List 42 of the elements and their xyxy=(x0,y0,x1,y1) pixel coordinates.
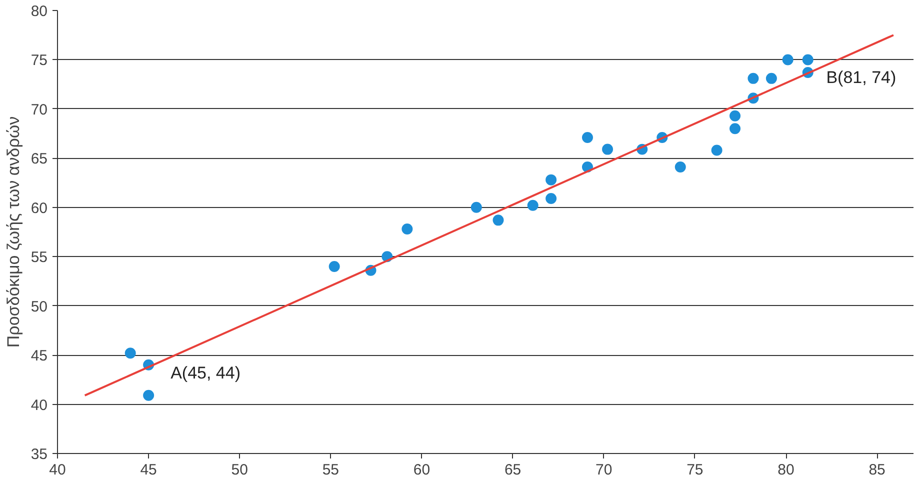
point xyxy=(674,162,686,173)
x-tick-label: 65 xyxy=(504,462,522,477)
annotation: B(81, 74) xyxy=(826,68,896,88)
point xyxy=(730,123,741,134)
point xyxy=(470,202,482,213)
y-tick-label: 80 xyxy=(30,3,48,20)
y-tick-label: 55 xyxy=(30,249,48,266)
y-tick-label: 45 xyxy=(30,348,48,365)
point xyxy=(546,174,557,186)
point xyxy=(730,110,741,122)
point xyxy=(124,348,136,359)
y-tick-label: 60 xyxy=(30,200,48,217)
x-tick-label: 85 xyxy=(868,462,886,477)
point xyxy=(766,72,777,84)
y-tick-label: 35 xyxy=(30,446,48,463)
point xyxy=(328,260,340,272)
y-axis-title: Προσδόκιμο ζωής των ανδρών xyxy=(4,116,23,348)
point xyxy=(582,132,593,143)
point xyxy=(143,390,154,401)
point xyxy=(602,144,614,155)
point xyxy=(802,54,814,66)
y-tick-label: 70 xyxy=(30,101,48,118)
point xyxy=(492,214,504,226)
point xyxy=(711,144,722,156)
x-tick-label: 50 xyxy=(231,462,248,477)
x-tick-label: 80 xyxy=(778,462,794,477)
y-tick-label: 50 xyxy=(30,298,48,316)
x-tick-label: 45 xyxy=(140,462,157,477)
x-tick-label: 70 xyxy=(596,462,612,477)
annotation: A(45, 44) xyxy=(170,363,240,382)
point xyxy=(402,224,413,235)
x-tick-label: 40 xyxy=(49,462,66,477)
y-tick-label: 40 xyxy=(30,396,48,414)
point xyxy=(782,54,794,66)
point xyxy=(748,72,759,84)
x-tick-label: 55 xyxy=(322,462,340,477)
point xyxy=(527,200,538,211)
y-tick-label: 65 xyxy=(30,150,48,168)
y-tick-label: 75 xyxy=(30,52,48,70)
x-tick-label: 60 xyxy=(413,462,430,477)
x-tick-label: 75 xyxy=(686,462,704,477)
point xyxy=(546,193,557,204)
